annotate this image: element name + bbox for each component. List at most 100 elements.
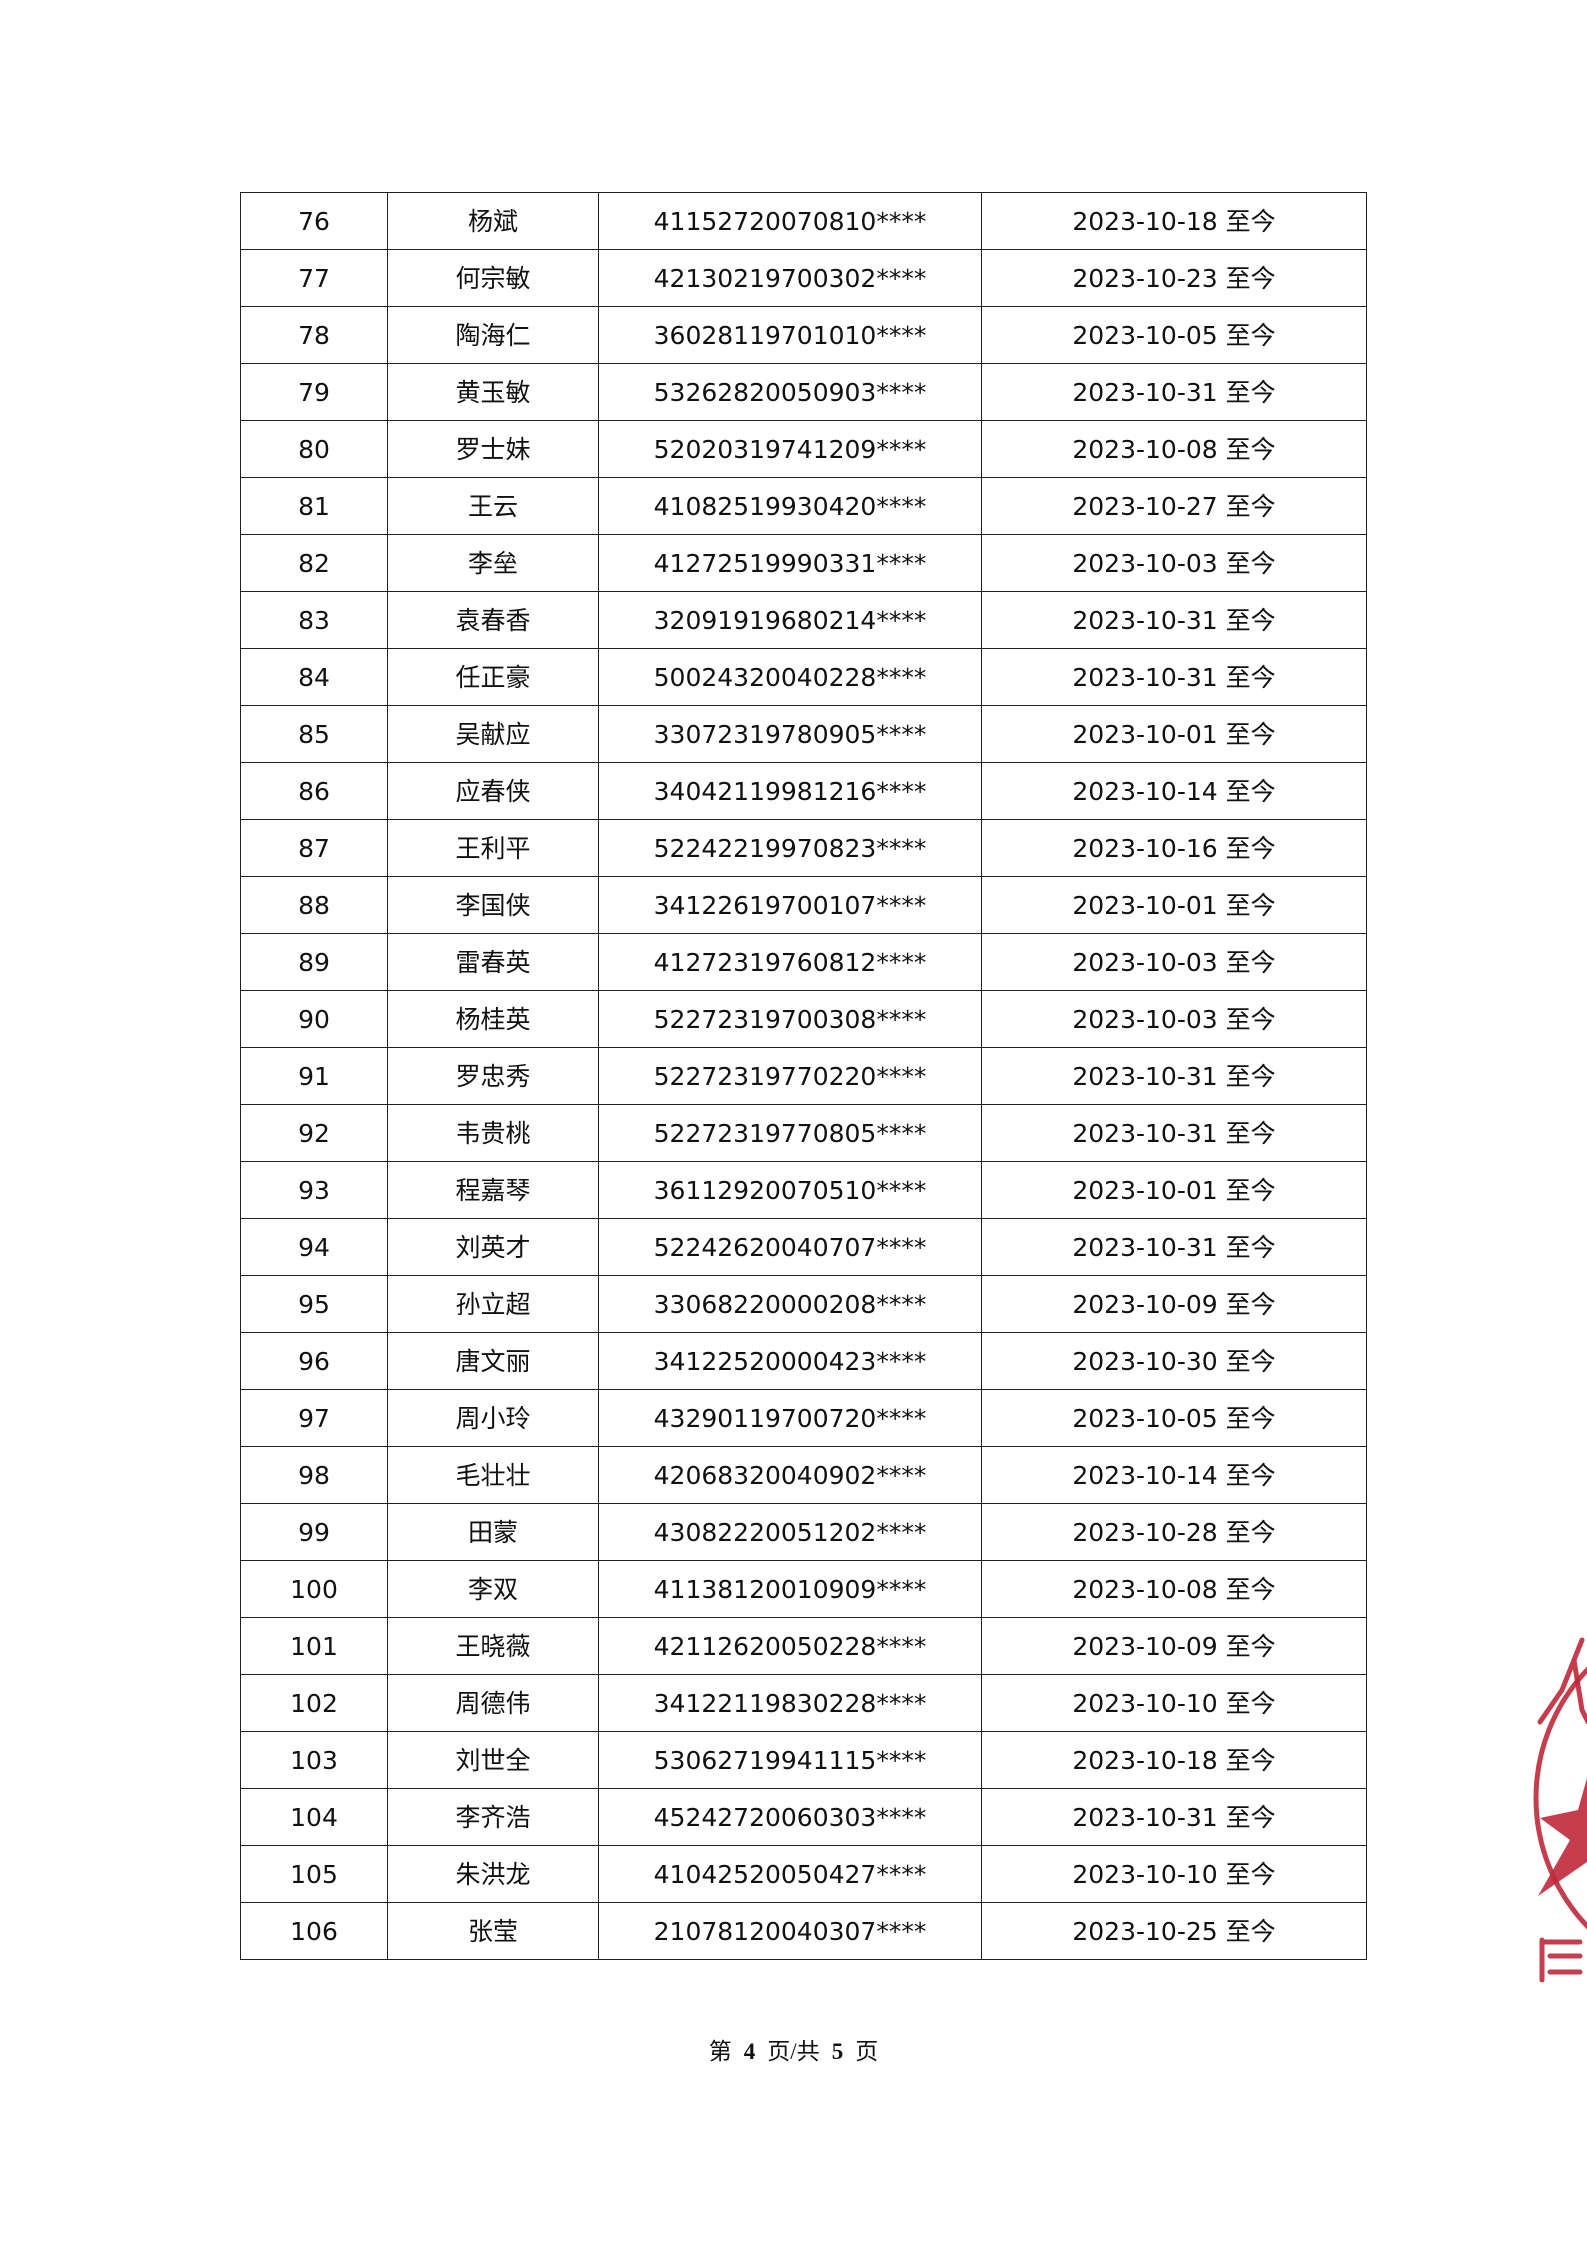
row-number-cell: 100 bbox=[240, 1560, 388, 1618]
start-date-cell: 2023-10-25 至今 bbox=[981, 1902, 1367, 1960]
person-name-cell: 何宗敏 bbox=[387, 249, 599, 307]
start-date-cell: 2023-10-05 至今 bbox=[981, 1389, 1367, 1447]
row-number-cell: 91 bbox=[240, 1047, 388, 1105]
table-row: 96 唐文丽 34122520000423**** 2023-10-30 至今 bbox=[240, 1332, 1367, 1390]
person-name-cell: 刘英才 bbox=[387, 1218, 599, 1276]
id-number-cell: 41152720070810**** bbox=[598, 192, 982, 250]
row-number-cell: 99 bbox=[240, 1503, 388, 1561]
id-number-cell: 53062719941115**** bbox=[598, 1731, 982, 1789]
id-number-cell: 53262820050903**** bbox=[598, 363, 982, 421]
id-number-cell: 32091919680214**** bbox=[598, 591, 982, 649]
person-name-cell: 张莹 bbox=[387, 1902, 599, 1960]
id-number-cell: 33068220000208**** bbox=[598, 1275, 982, 1333]
id-number-cell: 52272319770220**** bbox=[598, 1047, 982, 1105]
person-name-cell: 陶海仁 bbox=[387, 306, 599, 364]
table-row: 100 李双 41138120010909**** 2023-10-08 至今 bbox=[240, 1560, 1367, 1618]
id-number-cell: 41042520050427**** bbox=[598, 1845, 982, 1903]
table-row: 87 王利平 52242219970823**** 2023-10-16 至今 bbox=[240, 819, 1367, 877]
row-number-cell: 80 bbox=[240, 420, 388, 478]
start-date-cell: 2023-10-23 至今 bbox=[981, 249, 1367, 307]
table-row: 92 韦贵桃 52272319770805**** 2023-10-31 至今 bbox=[240, 1104, 1367, 1162]
start-date-cell: 2023-10-01 至今 bbox=[981, 705, 1367, 763]
id-number-cell: 43082220051202**** bbox=[598, 1503, 982, 1561]
start-date-cell: 2023-10-31 至今 bbox=[981, 1047, 1367, 1105]
table-row: 81 王云 41082519930420**** 2023-10-27 至今 bbox=[240, 477, 1367, 535]
start-date-cell: 2023-10-27 至今 bbox=[981, 477, 1367, 535]
start-date-cell: 2023-10-28 至今 bbox=[981, 1503, 1367, 1561]
row-number-cell: 105 bbox=[240, 1845, 388, 1903]
person-name-cell: 刘世全 bbox=[387, 1731, 599, 1789]
id-number-cell: 41272319760812**** bbox=[598, 933, 982, 991]
person-name-cell: 王利平 bbox=[387, 819, 599, 877]
id-number-cell: 52020319741209**** bbox=[598, 420, 982, 478]
start-date-cell: 2023-10-31 至今 bbox=[981, 1788, 1367, 1846]
start-date-cell: 2023-10-03 至今 bbox=[981, 534, 1367, 592]
start-date-cell: 2023-10-03 至今 bbox=[981, 990, 1367, 1048]
start-date-cell: 2023-10-16 至今 bbox=[981, 819, 1367, 877]
start-date-cell: 2023-10-05 至今 bbox=[981, 306, 1367, 364]
row-number-cell: 106 bbox=[240, 1902, 388, 1960]
table-row: 101 王晓薇 42112620050228**** 2023-10-09 至今 bbox=[240, 1617, 1367, 1675]
row-number-cell: 95 bbox=[240, 1275, 388, 1333]
person-name-cell: 孙立超 bbox=[387, 1275, 599, 1333]
start-date-cell: 2023-10-14 至今 bbox=[981, 1446, 1367, 1504]
id-number-cell: 41272519990331**** bbox=[598, 534, 982, 592]
row-number-cell: 101 bbox=[240, 1617, 388, 1675]
row-number-cell: 77 bbox=[240, 249, 388, 307]
table-row: 105 朱洪龙 41042520050427**** 2023-10-10 至今 bbox=[240, 1845, 1367, 1903]
row-number-cell: 88 bbox=[240, 876, 388, 934]
start-date-cell: 2023-10-09 至今 bbox=[981, 1617, 1367, 1675]
id-number-cell: 34122619700107**** bbox=[598, 876, 982, 934]
row-number-cell: 79 bbox=[240, 363, 388, 421]
seal-star-icon bbox=[1538, 1778, 1587, 1896]
table-row: 77 何宗敏 42130219700302**** 2023-10-23 至今 bbox=[240, 249, 1367, 307]
person-name-cell: 毛壮壮 bbox=[387, 1446, 599, 1504]
person-name-cell: 程嘉琴 bbox=[387, 1161, 599, 1219]
row-number-cell: 78 bbox=[240, 306, 388, 364]
person-name-cell: 罗忠秀 bbox=[387, 1047, 599, 1105]
table-row: 91 罗忠秀 52272319770220**** 2023-10-31 至今 bbox=[240, 1047, 1367, 1105]
start-date-cell: 2023-10-10 至今 bbox=[981, 1674, 1367, 1732]
start-date-cell: 2023-10-18 至今 bbox=[981, 192, 1367, 250]
start-date-cell: 2023-10-31 至今 bbox=[981, 363, 1367, 421]
table-row: 78 陶海仁 36028119701010**** 2023-10-05 至今 bbox=[240, 306, 1367, 364]
person-name-cell: 罗士妹 bbox=[387, 420, 599, 478]
person-name-cell: 唐文丽 bbox=[387, 1332, 599, 1390]
table-row: 89 雷春英 41272319760812**** 2023-10-03 至今 bbox=[240, 933, 1367, 991]
start-date-cell: 2023-10-30 至今 bbox=[981, 1332, 1367, 1390]
start-date-cell: 2023-10-14 至今 bbox=[981, 762, 1367, 820]
start-date-cell: 2023-10-08 至今 bbox=[981, 420, 1367, 478]
person-name-cell: 李垒 bbox=[387, 534, 599, 592]
table-row: 88 李国侠 34122619700107**** 2023-10-01 至今 bbox=[240, 876, 1367, 934]
row-number-cell: 97 bbox=[240, 1389, 388, 1447]
id-number-cell: 50024320040228**** bbox=[598, 648, 982, 706]
person-name-cell: 吴献应 bbox=[387, 705, 599, 763]
table-row: 82 李垒 41272519990331**** 2023-10-03 至今 bbox=[240, 534, 1367, 592]
person-name-cell: 田蒙 bbox=[387, 1503, 599, 1561]
id-number-cell: 42068320040902**** bbox=[598, 1446, 982, 1504]
row-number-cell: 98 bbox=[240, 1446, 388, 1504]
id-number-cell: 33072319780905**** bbox=[598, 705, 982, 763]
start-date-cell: 2023-10-08 至今 bbox=[981, 1560, 1367, 1618]
start-date-cell: 2023-10-31 至今 bbox=[981, 591, 1367, 649]
row-number-cell: 84 bbox=[240, 648, 388, 706]
id-number-cell: 36112920070510**** bbox=[598, 1161, 982, 1219]
table-row: 98 毛壮壮 42068320040902**** 2023-10-14 至今 bbox=[240, 1446, 1367, 1504]
person-name-cell: 周小玲 bbox=[387, 1389, 599, 1447]
id-number-cell: 34042119981216**** bbox=[598, 762, 982, 820]
start-date-cell: 2023-10-18 至今 bbox=[981, 1731, 1367, 1789]
start-date-cell: 2023-10-31 至今 bbox=[981, 1218, 1367, 1276]
person-name-cell: 周德伟 bbox=[387, 1674, 599, 1732]
table-row: 80 罗士妹 52020319741209**** 2023-10-08 至今 bbox=[240, 420, 1367, 478]
person-name-cell: 李齐浩 bbox=[387, 1788, 599, 1846]
table-row: 93 程嘉琴 36112920070510**** 2023-10-01 至今 bbox=[240, 1161, 1367, 1219]
row-number-cell: 87 bbox=[240, 819, 388, 877]
id-number-cell: 34122119830228**** bbox=[598, 1674, 982, 1732]
person-name-cell: 袁春香 bbox=[387, 591, 599, 649]
row-number-cell: 86 bbox=[240, 762, 388, 820]
id-number-cell: 52272319770805**** bbox=[598, 1104, 982, 1162]
id-number-cell: 43290119700720**** bbox=[598, 1389, 982, 1447]
id-number-cell: 34122520000423**** bbox=[598, 1332, 982, 1390]
table-row: 104 李齐浩 45242720060303**** 2023-10-31 至今 bbox=[240, 1788, 1367, 1846]
person-name-cell: 雷春英 bbox=[387, 933, 599, 991]
